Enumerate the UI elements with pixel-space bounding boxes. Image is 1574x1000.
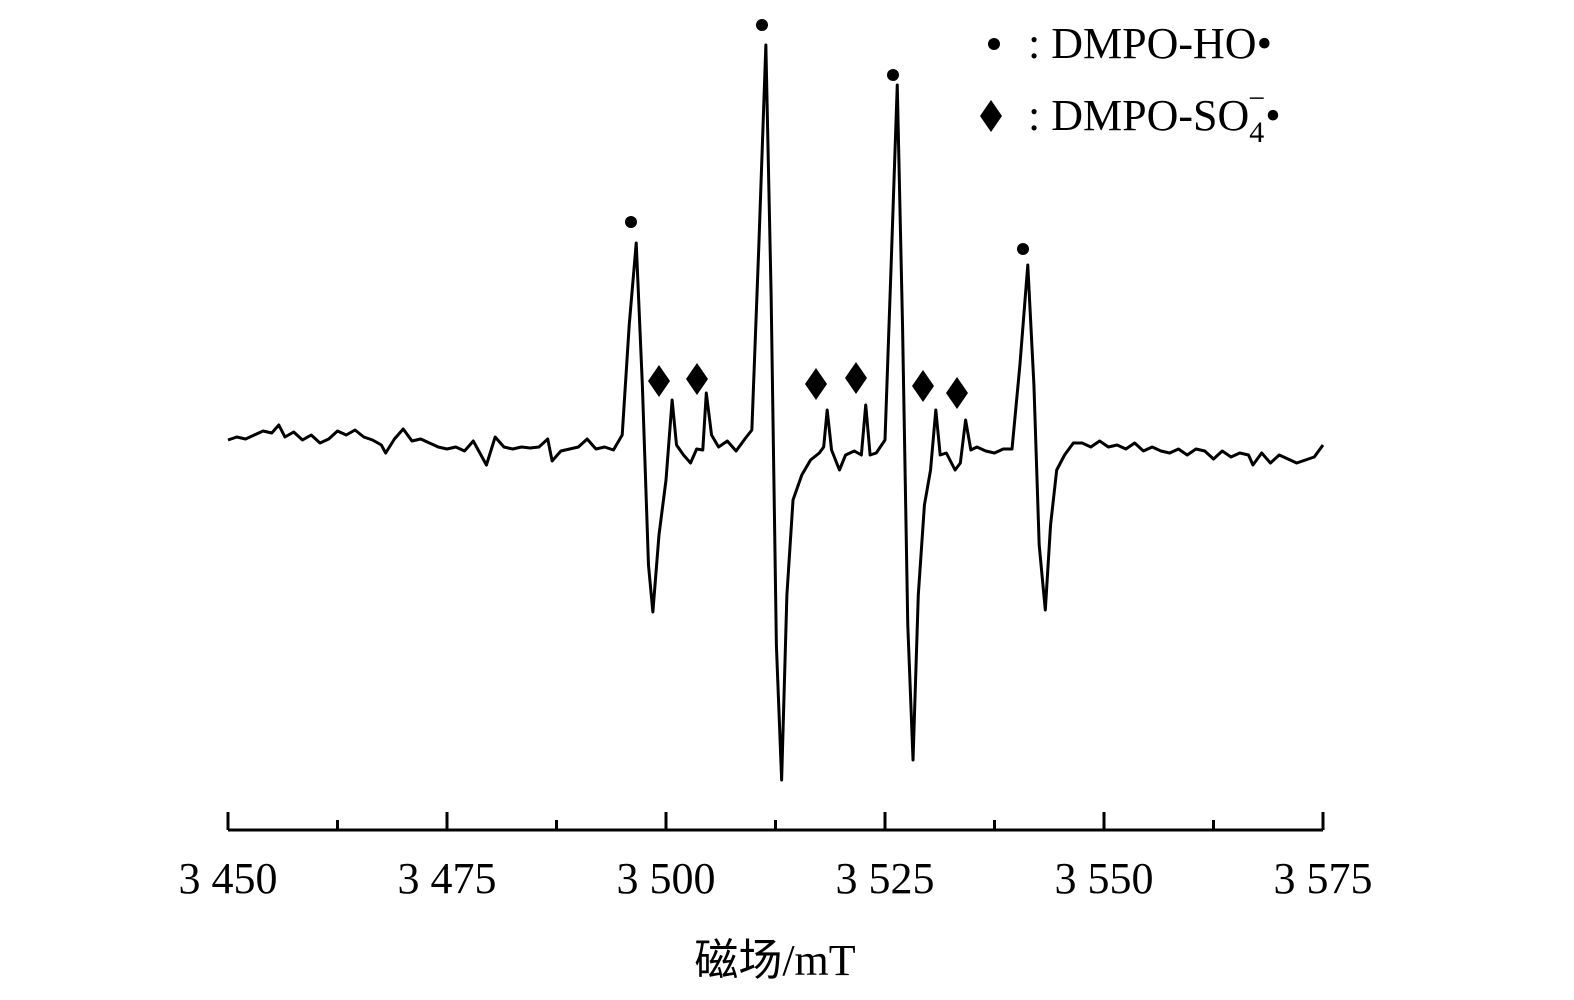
so4-marker (686, 363, 708, 395)
ho-marker (625, 216, 637, 228)
legend-ho-marker (988, 38, 1000, 50)
legend-so4-sup: − (1248, 82, 1265, 115)
x-tick-label: 3 450 (179, 854, 278, 903)
legend-so4-text: : DMPO-SO (1028, 91, 1249, 140)
ho-marker (756, 19, 768, 31)
ho-marker (887, 69, 899, 81)
so4-marker (648, 365, 670, 397)
legend-so4-dot: • (1265, 91, 1280, 140)
so4-marker (946, 377, 968, 409)
x-tick-label: 3 575 (1274, 854, 1373, 903)
legend-so4-sub: 4 (1249, 116, 1264, 149)
ho-marker (1017, 243, 1029, 255)
legend-so4-marker (980, 100, 1002, 132)
x-tick-label: 3 500 (617, 854, 716, 903)
x-tick-label: 3 550 (1055, 854, 1154, 903)
so4-marker (912, 370, 934, 402)
legend-so4-label: : DMPO-SO4−• (1028, 82, 1281, 149)
legend: : DMPO-HO• : DMPO-SO4−• (980, 19, 1281, 149)
x-tick-label: 3 525 (836, 854, 935, 903)
peak-markers (625, 19, 1029, 409)
legend-ho-label: : DMPO-HO• (1028, 19, 1272, 68)
x-tick-label: 3 475 (398, 854, 497, 903)
spectrum-line (227, 43, 1325, 782)
x-axis-title: 磁场/mT (694, 936, 855, 985)
so4-marker (845, 362, 867, 394)
so4-marker (805, 368, 827, 400)
